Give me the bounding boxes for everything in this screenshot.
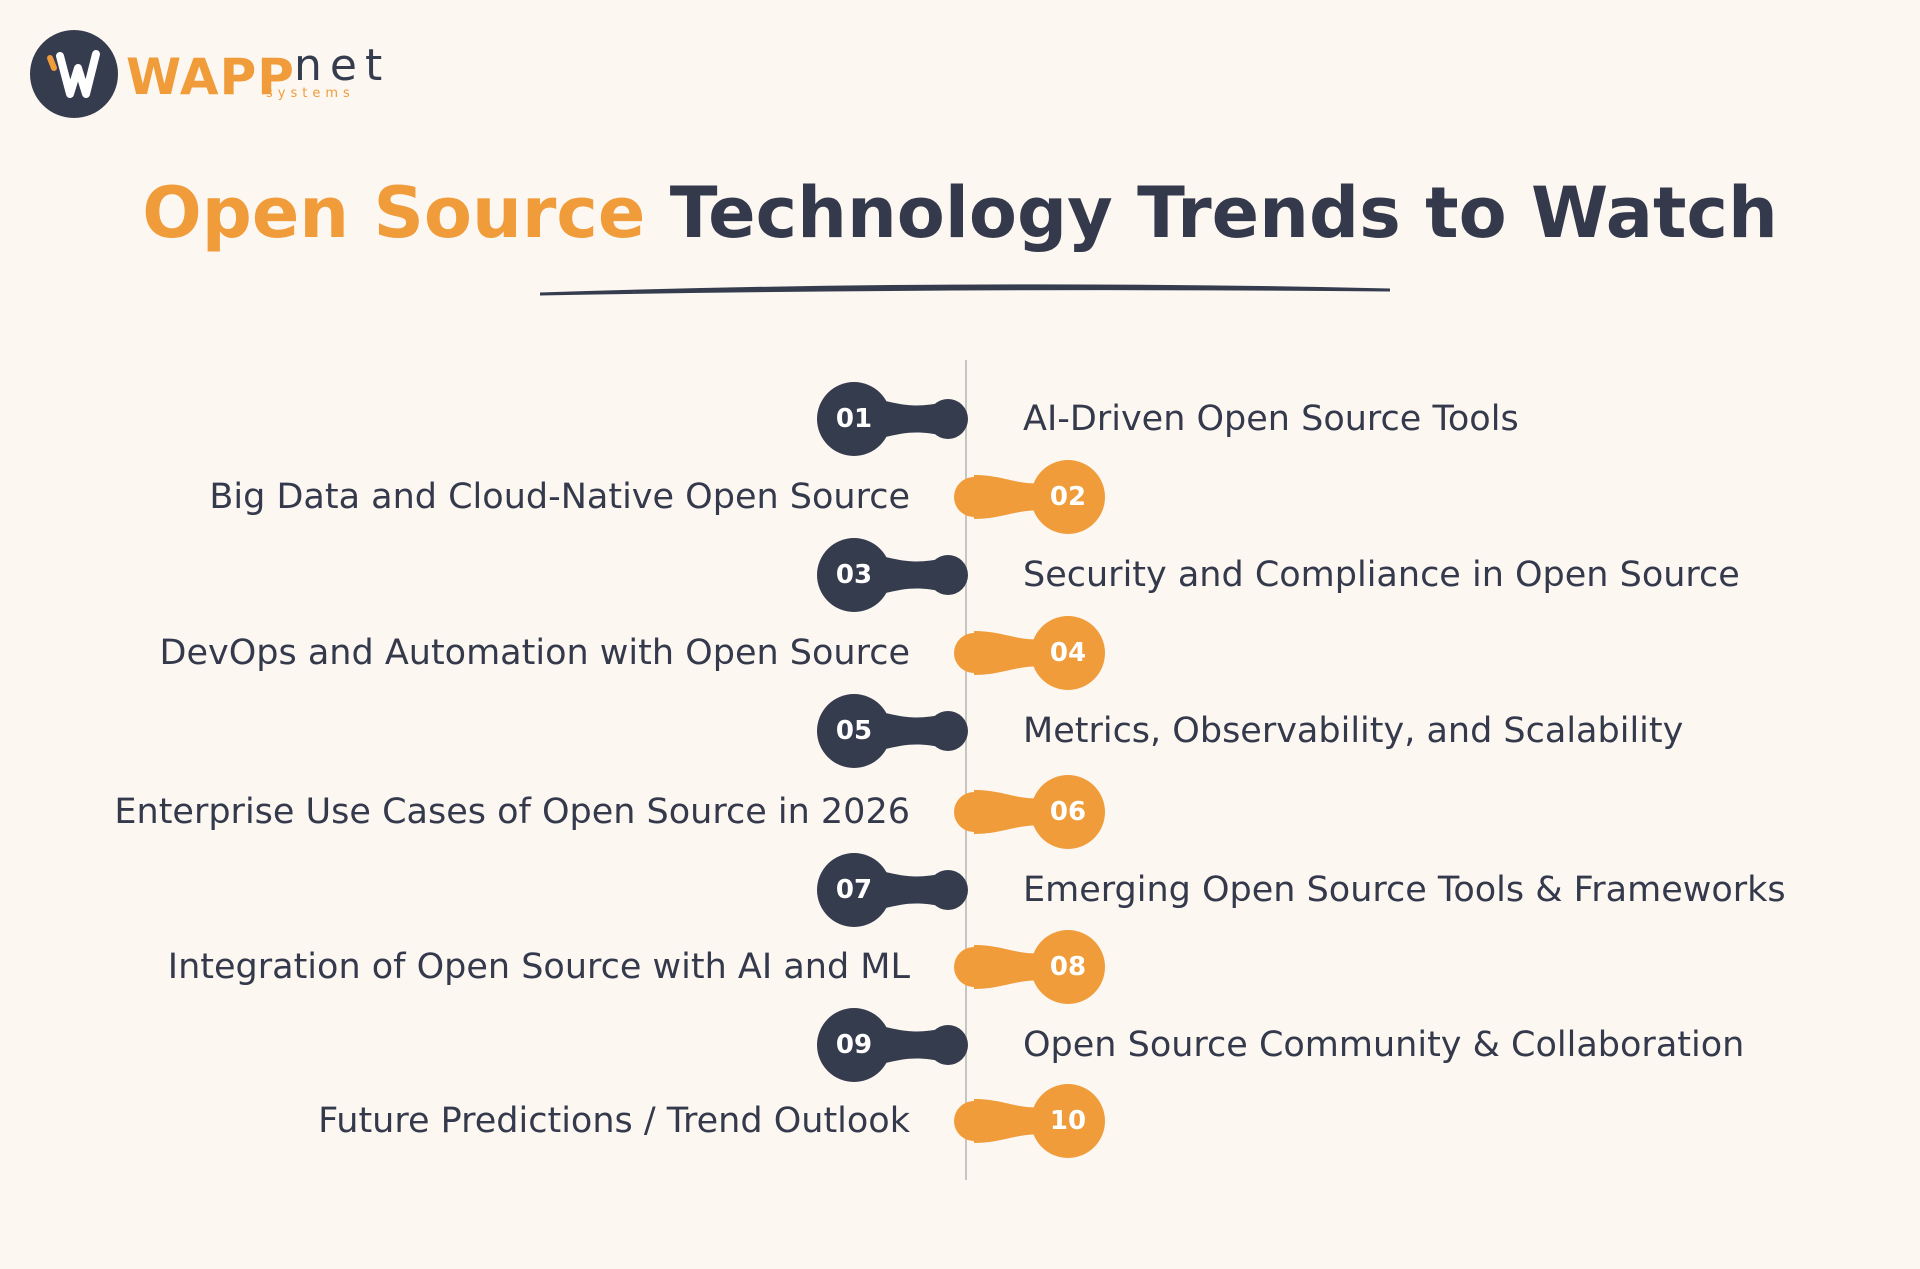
trend-number: 01 [835,404,873,434]
trend-label: DevOps and Automation with Open Source [159,633,910,673]
trend-item: 08 Integration of Open Source with AI and… [0,927,1920,1007]
trend-connector [817,538,968,612]
trend-connector [954,460,1105,534]
trend-connector [817,694,968,768]
trend-connector [817,382,968,456]
trend-label: AI-Driven Open Source Tools [1023,399,1519,439]
trend-connector [954,1084,1105,1158]
trend-item: 09 Open Source Community & Collaboration [0,1005,1920,1085]
trend-connector [817,1008,968,1082]
trend-connector [954,775,1105,849]
trend-label: Metrics, Observability, and Scalability [1023,711,1684,751]
trend-label: Enterprise Use Cases of Open Source in 2… [114,792,910,832]
brand-tagline: systems [266,86,355,101]
trend-number: 07 [835,875,873,905]
title-rest: Technology Trends to Watch [669,172,1778,254]
trend-item: 06 Enterprise Use Cases of Open Source in… [0,772,1920,852]
trend-connector [817,853,968,927]
title-underline [540,284,1390,296]
trend-number: 04 [1049,638,1087,668]
trend-item: 02 Big Data and Cloud-Native Open Source [0,457,1920,537]
trend-number: 09 [835,1030,873,1060]
trend-item: 10 Future Predictions / Trend Outlook [0,1081,1920,1161]
trend-number: 03 [835,560,873,590]
trend-connector [954,930,1105,1004]
trend-item: 05 Metrics, Observability, and Scalabilit… [0,691,1920,771]
trend-number: 02 [1049,482,1087,512]
trend-connector [954,616,1105,690]
trend-item: 01 AI-Driven Open Source Tools [0,379,1920,459]
trend-label: Open Source Community & Collaboration [1023,1025,1745,1065]
timeline-axis [965,360,967,1180]
trend-number: 06 [1049,797,1087,827]
trend-label: Emerging Open Source Tools & Frameworks [1023,870,1786,910]
page-title: Open Source Technology Trends to Watch [0,172,1920,254]
trend-item: 04 DevOps and Automation with Open Source [0,613,1920,693]
title-accent: Open Source [142,172,646,254]
trend-number: 05 [835,716,873,746]
trend-label: Future Predictions / Trend Outlook [318,1101,910,1141]
trend-item: 07 Emerging Open Source Tools & Framework… [0,850,1920,930]
trend-item: 03 Security and Compliance in Open Source [0,535,1920,615]
brand-logo: WAPP net systems [30,30,430,120]
trend-number: 10 [1049,1106,1087,1136]
trend-number: 08 [1049,952,1087,982]
trend-label: Security and Compliance in Open Source [1023,555,1740,595]
trend-label: Integration of Open Source with AI and M… [167,947,910,987]
brand-name-primary: WAPP [126,48,295,106]
trend-label: Big Data and Cloud-Native Open Source [209,477,910,517]
brand-name-secondary: net [294,40,391,91]
wapp-w-logo-icon [47,50,100,98]
